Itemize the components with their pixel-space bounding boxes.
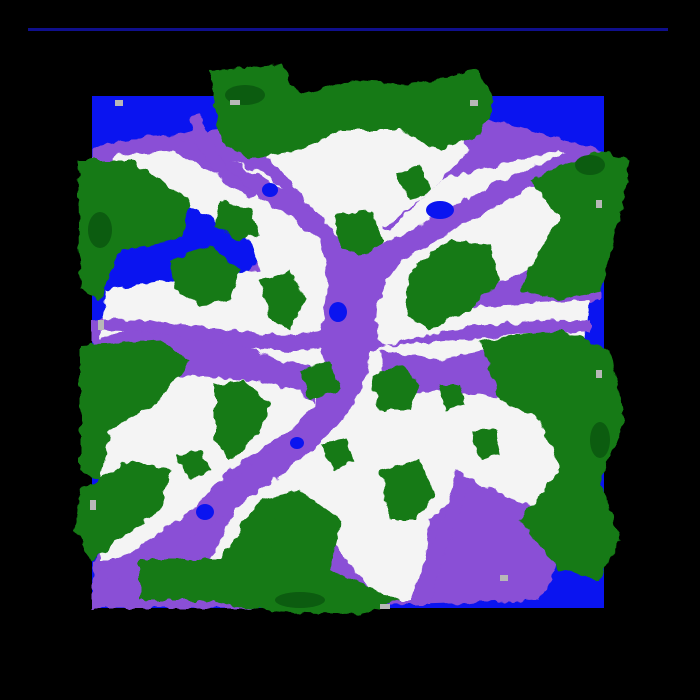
river-channels — [100, 115, 590, 605]
deep-pools — [196, 183, 454, 520]
rock-speckles — [90, 100, 602, 609]
top-divider-line — [28, 28, 668, 31]
forest-layer — [75, 65, 630, 615]
dark-forest-spots — [88, 85, 610, 608]
